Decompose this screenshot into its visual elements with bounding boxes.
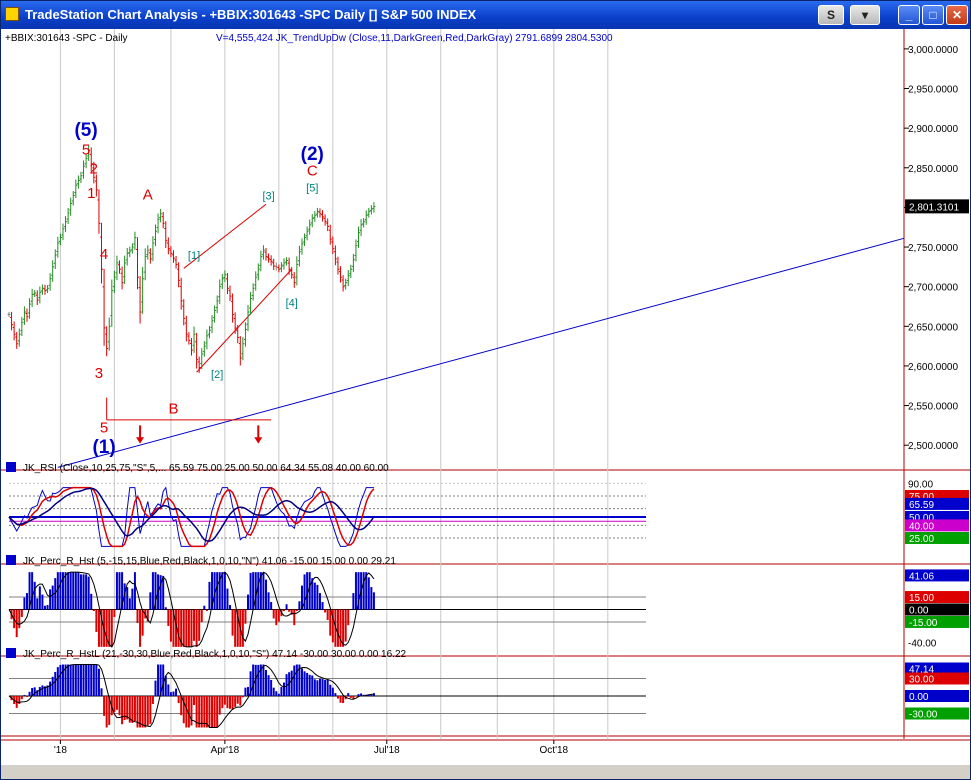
maximize-button[interactable]: □ [922,5,944,25]
rsi-value-box [905,532,969,544]
support-trendline [57,237,905,468]
price-tick-label: 3,000.0000 [908,45,958,56]
close-button[interactable]: ✕ [946,5,968,25]
hist-pane-icon-3 [6,648,16,658]
wave-label: C [307,163,318,180]
price-tick-label: 2,600.0000 [908,362,958,373]
hist-value-box-3 [905,672,969,685]
wave-label: (2) [301,144,324,165]
hist-value-box-2 [905,603,969,616]
hist-value-box-2 [905,569,969,582]
title-bar[interactable]: TradeStation Chart Analysis - +BBIX:3016… [1,1,970,29]
chart-canvas[interactable]: +BBIX:301643 -SPC - Daily V=4,555,424 JK_… [1,29,970,779]
window-title: TradeStation Chart Analysis - +BBIX:3016… [25,7,477,22]
price-tick-label: 2,700.0000 [908,283,958,294]
s-button[interactable]: S [818,5,844,25]
time-tick-label: Jul'18 [374,745,400,756]
hist-value-box-3 [905,662,969,675]
hist-value-label-2: 15.00 [909,593,934,604]
price-header-symbol: +BBIX:301643 -SPC - Daily [5,33,128,44]
rsi-value-label: 50.00 [909,513,934,524]
upper-channel-line [183,203,267,269]
wave-label: [3] [262,190,274,202]
rsi-value-label: 65.59 [909,500,934,511]
rsi-value-label: 25.00 [909,534,934,545]
lower-channel-line [196,268,293,373]
hist-pane-icon-2 [6,555,16,565]
rsi-tick-label: 90.00 [908,479,933,490]
minimize-button[interactable]: _ [898,5,920,25]
price-tick-label: 2,500.0000 [908,441,958,452]
hist-average-line [8,571,375,648]
hist-value-label-2: 0.00 [909,606,929,617]
rsi-value-box [905,497,969,510]
wave-label: (1) [92,437,115,458]
rsi-pane-icon [6,462,16,472]
rsi-header: JK_RSI (Close,10,25,75,"S",5,... 65.59 7… [23,463,389,474]
hist-value-label-3: 30.00 [909,675,934,686]
wave-label: 5 [100,420,108,437]
wave-label: B [168,400,178,417]
rsi-value-label: 40.00 [909,521,934,532]
hist-value-label-3: -30.00 [909,710,938,721]
price-header-indicator: V=4,555,424 JK_TrendUpDw (Close,11,DarkG… [216,33,613,44]
last-price-box [905,199,969,214]
wave-label: [5] [306,183,318,195]
time-tick-label: Apr'18 [211,745,240,756]
wave-label: 4 [100,246,108,263]
price-tick-label: 2,900.0000 [908,124,958,135]
rsi-value-box [905,519,969,532]
hist-value-label-2: -15.00 [909,618,938,629]
price-tick-label: 2,850.0000 [908,164,958,175]
wave-label: A [143,186,153,203]
time-tick-label: Oct'18 [540,745,569,756]
dropdown-button[interactable]: ▾ [850,5,880,25]
rsi-value-label: 75.00 [909,492,934,503]
wave-label: 3 [95,365,103,382]
hist-value-box-3 [905,707,969,720]
wave-label: (5) [74,120,97,141]
down-arrow-head [254,437,263,444]
down-arrow-head [136,437,145,444]
hist-header-3: JK_Perc_R_HstL (21,-30,30,Blue,Red,Black… [23,649,407,660]
scroll-strip [1,765,970,779]
price-tick-label: 2,650.0000 [908,322,958,333]
wave-label: [1] [188,250,200,262]
wave-label: 2 [90,160,98,177]
hist-header-2: JK_Perc_R_Hst (5,-15,15,Blue,Red,Black,1… [23,556,396,567]
last-price-label: 2,801.3101 [909,202,959,213]
hist-value-box-2 [905,615,969,628]
price-tick-label: 2,550.0000 [908,402,958,413]
app-icon [5,7,19,21]
wave-label: 1 [87,185,95,202]
hist-value-box-3 [905,690,969,702]
hist-tick-label: -40.00 [908,639,937,650]
wave-label: [2] [211,369,223,381]
rsi-signal-line [8,486,375,548]
hist-value-label-3: 47.14 [909,665,934,676]
price-tick-label: 2,950.0000 [908,85,958,96]
rsi-slow-line [8,487,375,542]
hist-value-label-2: 41.06 [909,571,934,582]
wave-label: [4] [286,297,298,309]
price-tick-label: 2,750.0000 [908,243,958,254]
hist-value-label-3: 0.00 [909,692,929,703]
hist-value-box-2 [905,591,969,604]
hist-average-line [8,664,374,728]
wave-label: 5 [82,141,90,158]
time-tick-label: '18 [54,745,67,756]
